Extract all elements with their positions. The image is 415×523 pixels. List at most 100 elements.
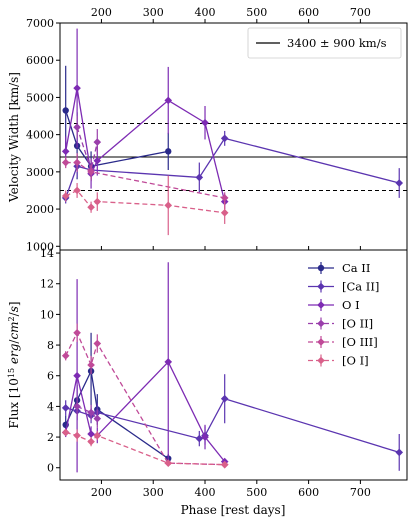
x-tick-label: 500 (246, 486, 267, 499)
velocity-point-forbidden-o-iiforbidden- (93, 138, 102, 146)
velocity-point-forbidden-ca-iiforbidden- (220, 134, 229, 143)
top-x-tick-label: 200 (91, 6, 112, 19)
top-x-tick-label: 700 (350, 6, 371, 19)
velocity-point-forbidden-ca-iiforbidden- (395, 179, 404, 187)
legend-entry-ca-ii: Ca II (308, 261, 370, 275)
top-legend-label: 3400 ± 900 km/s (287, 36, 387, 50)
legend-marker (317, 319, 325, 328)
velocity-series-forbidden-o-iiiforbidden- (61, 153, 229, 204)
legend-label: [O II] (342, 317, 373, 331)
top-panel-ticks: 1000 2000 3000 4000 5000 6000 7000 200 300 400 500… (26, 6, 371, 253)
velocity-point-forbidden-o-iforbidden- (61, 192, 70, 200)
flux-point-o-i (201, 433, 209, 441)
flux-point-forbidden-o-iforbidden- (87, 437, 95, 446)
flux-point-forbidden-o-iiforbidden- (87, 408, 95, 417)
x-tick-label: 200 (91, 486, 112, 499)
velocity-line-forbidden-o-iiforbidden- (76, 126, 98, 173)
legend-marker (317, 338, 325, 346)
legend-marker (317, 301, 325, 309)
reference-lines (60, 122, 407, 191)
x-tick-label: 600 (298, 486, 319, 499)
velocity-point-forbidden-o-iiiforbidden- (73, 158, 81, 167)
velocity-point-forbidden-ca-iiforbidden- (195, 173, 204, 182)
top-x-tick-label: 500 (246, 6, 267, 19)
bottom-ylabel: Flux [1015 erg/cm2/s] (7, 301, 22, 428)
velocity-point-forbidden-o-iforbidden- (87, 203, 95, 212)
legend-label: [Ca II] (342, 280, 379, 294)
y-tick-label: 7000 (26, 17, 54, 30)
flux-panel: 0 2 4 6 8 10 12 14 200 300 400 500 600 700 Flux [1015… (7, 247, 408, 517)
flux-point-forbidden-o-iiforbidden- (73, 402, 81, 411)
velocity-line-ca-ii (65, 110, 169, 167)
y-tick-label: 6 (47, 370, 54, 383)
velocity-point-ca-ii (165, 148, 172, 155)
y-tick-label: 4000 (26, 129, 54, 142)
velocity-point-forbidden-o-iforbidden- (164, 201, 173, 210)
velocity-point-forbidden-o-iiiforbidden- (220, 194, 229, 202)
velocity-point-o-i (93, 156, 102, 165)
y-tick-label: 5000 (26, 91, 54, 104)
legend-label: [O III] (342, 335, 378, 349)
y-tick-label: 3000 (26, 166, 54, 179)
flux-point-o-i (73, 371, 81, 380)
flux-point-forbidden-o-iiiforbidden- (87, 361, 95, 369)
y-tick-label: 10 (40, 308, 54, 321)
legend-entry-o-i: O I (308, 298, 360, 312)
velocity-line-forbidden-ca-iiforbidden- (65, 137, 400, 199)
velocity-width-panel: 1000 2000 3000 4000 5000 6000 7000 200 300 400 500… (7, 6, 408, 253)
flux-point-forbidden-ca-iiforbidden- (220, 394, 229, 403)
flux-point-o-i (164, 358, 173, 366)
velocity-point-o-i (201, 118, 209, 127)
flux-point-forbidden-o-iforbidden- (220, 460, 229, 469)
velocity-point-forbidden-o-iforbidden- (93, 197, 102, 206)
y-tick-label: 2 (47, 431, 54, 444)
y-tick-label: 8 (47, 339, 54, 352)
flux-point-forbidden-ca-iiforbidden- (61, 404, 70, 412)
y-tick-label: 1000 (26, 240, 54, 253)
x-tick-label: 400 (195, 486, 216, 499)
y-tick-label: 12 (40, 278, 54, 291)
flux-legend: Ca II [Ca II] O I [O II] [O III] [O I] (308, 261, 379, 368)
flux-series-forbidden-o-iiforbidden- (73, 397, 102, 428)
flux-point-forbidden-ca-iiforbidden- (195, 434, 204, 443)
top-x-tick-label: 600 (298, 6, 319, 19)
flux-point-forbidden-o-iforbidden- (61, 428, 70, 437)
flux-point-forbidden-o-iforbidden- (93, 431, 102, 440)
velocity-point-forbidden-o-iiiforbidden- (61, 158, 70, 167)
y-tick-label: 6000 (26, 54, 54, 67)
flux-point-forbidden-ca-iiforbidden- (395, 448, 404, 457)
flux-point-forbidden-o-iiiforbidden- (61, 352, 70, 360)
velocity-point-forbidden-o-iforbidden- (73, 186, 81, 195)
flux-point-forbidden-o-iforbidden- (73, 431, 81, 440)
top-legend: 3400 ± 900 km/s (247, 27, 402, 59)
flux-point-forbidden-o-iiiforbidden- (73, 329, 81, 337)
velocity-series-group (61, 28, 404, 236)
velocity-point-forbidden-o-iforbidden- (220, 208, 229, 217)
legend-label: Ca II (342, 261, 370, 275)
flux-point-forbidden-o-iiiforbidden- (93, 339, 102, 348)
legend-marker (317, 264, 325, 272)
top-x-tick-label: 300 (143, 6, 164, 19)
velocity-series-forbidden-o-iforbidden- (61, 175, 229, 236)
legend-marker (317, 356, 325, 365)
x-tick-label: 300 (143, 486, 164, 499)
x-tick-label: 700 (350, 486, 371, 499)
flux-point-forbidden-o-iforbidden- (164, 459, 173, 467)
velocity-point-o-i (61, 147, 70, 156)
bottom-axes-frame (59, 249, 408, 481)
flux-series-group (61, 262, 404, 473)
velocity-point-forbidden-o-iiforbidden- (73, 123, 81, 131)
top-ylabel: Velocity Width [km/s] (7, 72, 21, 203)
legend-label: O I (342, 298, 360, 312)
velocity-point-o-i (164, 96, 173, 105)
velocity-line-forbidden-o-iiiforbidden- (65, 161, 225, 199)
y-tick-label: 2000 (26, 203, 54, 216)
flux-series-forbidden-o-iforbidden- (61, 428, 229, 469)
flux-point-forbidden-o-iiforbidden- (93, 414, 102, 423)
velocity-point-forbidden-o-iiiforbidden- (87, 168, 95, 176)
bottom-xlabel: Phase [rest days] (181, 503, 286, 517)
y-tick-label: 0 (47, 462, 54, 475)
bottom-panel-ticks: 0 2 4 6 8 10 12 14 200 300 400 500 600 700 (40, 247, 371, 499)
y-tick-label: 14 (40, 247, 54, 260)
